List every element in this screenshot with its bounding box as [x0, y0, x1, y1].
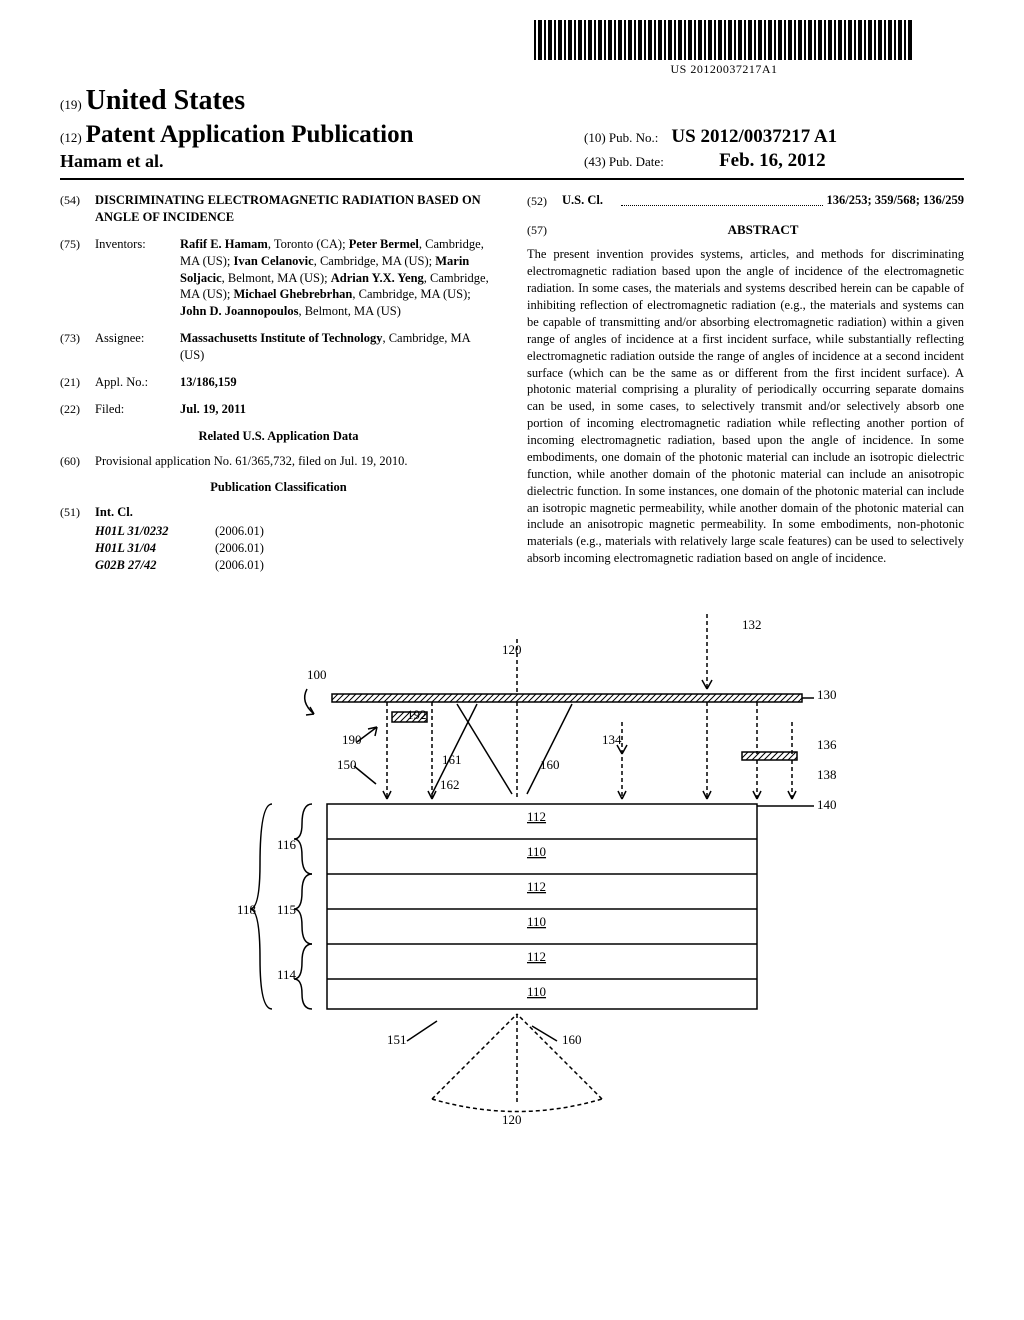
- related-data-heading: Related U.S. Application Data: [60, 428, 497, 445]
- body-columns: (54) DISCRIMINATING ELECTROMAGNETIC RADI…: [60, 192, 964, 574]
- field-57-num: (57): [527, 222, 562, 238]
- barcode-number: US 20120037217A1: [534, 62, 914, 77]
- figure-label: 130: [817, 687, 837, 702]
- us-cl-label: U.S. Cl.: [562, 192, 617, 209]
- assignee-label: Assignee:: [95, 330, 180, 364]
- pub-no-label: Pub. No.:: [609, 130, 658, 145]
- field-21-num: (21): [60, 374, 95, 391]
- figure-label: 138: [817, 767, 837, 782]
- field-10-num: (10): [584, 130, 606, 145]
- field-19-num: (19): [60, 97, 82, 112]
- invention-title: DISCRIMINATING ELECTROMAGNETIC RADIATION…: [95, 192, 497, 226]
- figure-label: 160: [540, 757, 560, 772]
- authors-short: Hamam et al.: [60, 151, 413, 172]
- field-60-num: (60): [60, 453, 95, 470]
- left-column: (54) DISCRIMINATING ELECTROMAGNETIC RADI…: [60, 192, 497, 574]
- int-cl-year-0: (2006.01): [215, 523, 264, 540]
- figure-label: 118: [237, 902, 256, 917]
- barcode: [534, 20, 914, 60]
- dotfill: [621, 196, 823, 206]
- inventors-label: Inventors:: [95, 236, 180, 320]
- int-cl-label: Int. Cl.: [95, 504, 497, 521]
- pub-classification-heading: Publication Classification: [60, 479, 497, 496]
- assignee-value: Massachusetts Institute of Technology, C…: [180, 330, 497, 364]
- figure-label: 150: [337, 757, 357, 772]
- pub-date-label: Pub. Date:: [609, 154, 664, 169]
- figure-label: 132: [742, 617, 762, 632]
- figure-label: 112: [527, 949, 546, 964]
- figure-label: 134: [602, 732, 622, 747]
- publication-date: Feb. 16, 2012: [719, 150, 826, 171]
- int-cl-year-2: (2006.01): [215, 557, 264, 574]
- right-column: (52) U.S. Cl. 136/253; 359/568; 136/259 …: [527, 192, 964, 574]
- us-cl-value: 136/253; 359/568; 136/259: [827, 192, 965, 209]
- figure-label: 161: [442, 752, 462, 767]
- applno-label: Appl. No.:: [95, 374, 180, 391]
- int-cl-year-1: (2006.01): [215, 540, 264, 557]
- int-cl-code-2: G02B 27/42: [95, 557, 215, 574]
- publication-number: US 2012/0037217 A1: [671, 126, 837, 147]
- figure-label: 110: [527, 914, 546, 929]
- country-name: United States: [86, 85, 245, 116]
- field-52-num: (52): [527, 193, 562, 209]
- field-12-num: (12): [60, 130, 82, 145]
- figure-label: 100: [307, 667, 327, 682]
- figure-label: 140: [817, 797, 837, 812]
- figure-label: 160: [562, 1032, 582, 1047]
- figure-label: 120: [502, 642, 522, 657]
- inventors-list: Rafif E. Hamam, Toronto (CA); Peter Berm…: [180, 236, 497, 320]
- int-cl-code-0: H01L 31/0232: [95, 523, 215, 540]
- publication-type: Patent Application Publication: [86, 121, 414, 148]
- patent-figure: 100 120 132 130 190 192 134 136 150 161 160 138 162 1…: [60, 594, 964, 1134]
- field-43-num: (43): [584, 154, 606, 169]
- int-cl-rows: H01L 31/0232(2006.01) H01L 31/04(2006.01…: [95, 523, 497, 574]
- figure-label: 114: [277, 967, 297, 982]
- figure-label: 110: [527, 984, 546, 999]
- abstract-heading: ABSTRACT: [562, 221, 964, 239]
- figure-label: 136: [817, 737, 837, 752]
- int-cl-code-1: H01L 31/04: [95, 540, 215, 557]
- figure-label: 116: [277, 837, 297, 852]
- figure-label: 162: [440, 777, 460, 792]
- abstract-text: The present invention provides systems, …: [527, 246, 964, 567]
- assignee-name: Massachusetts Institute of Technology: [180, 331, 382, 345]
- filed-label: Filed:: [95, 401, 180, 418]
- filed-date: Jul. 19, 2011: [180, 401, 497, 418]
- document-header: (19) United States (12) Patent Applicati…: [60, 85, 964, 172]
- field-22-num: (22): [60, 401, 95, 418]
- figure-label: 115: [277, 902, 296, 917]
- application-number: 13/186,159: [180, 374, 497, 391]
- figure-label: 112: [527, 879, 546, 894]
- field-54-num: (54): [60, 192, 95, 226]
- figure-svg: 100 120 132 130 190 192 134 136 150 161 160 138 162 1…: [132, 594, 892, 1134]
- provisional-info: Provisional application No. 61/365,732, …: [95, 453, 497, 470]
- figure-label: 110: [527, 844, 546, 859]
- field-75-num: (75): [60, 236, 95, 320]
- figure-label: 120: [502, 1112, 522, 1127]
- field-51-num: (51): [60, 504, 95, 521]
- field-73-num: (73): [60, 330, 95, 364]
- divider-thick: [60, 178, 964, 180]
- figure-label: 151: [387, 1032, 407, 1047]
- figure-label: 112: [527, 809, 546, 824]
- barcode-region: US 20120037217A1: [534, 20, 914, 77]
- figure-label: 192: [407, 707, 427, 722]
- figure-label: 190: [342, 732, 362, 747]
